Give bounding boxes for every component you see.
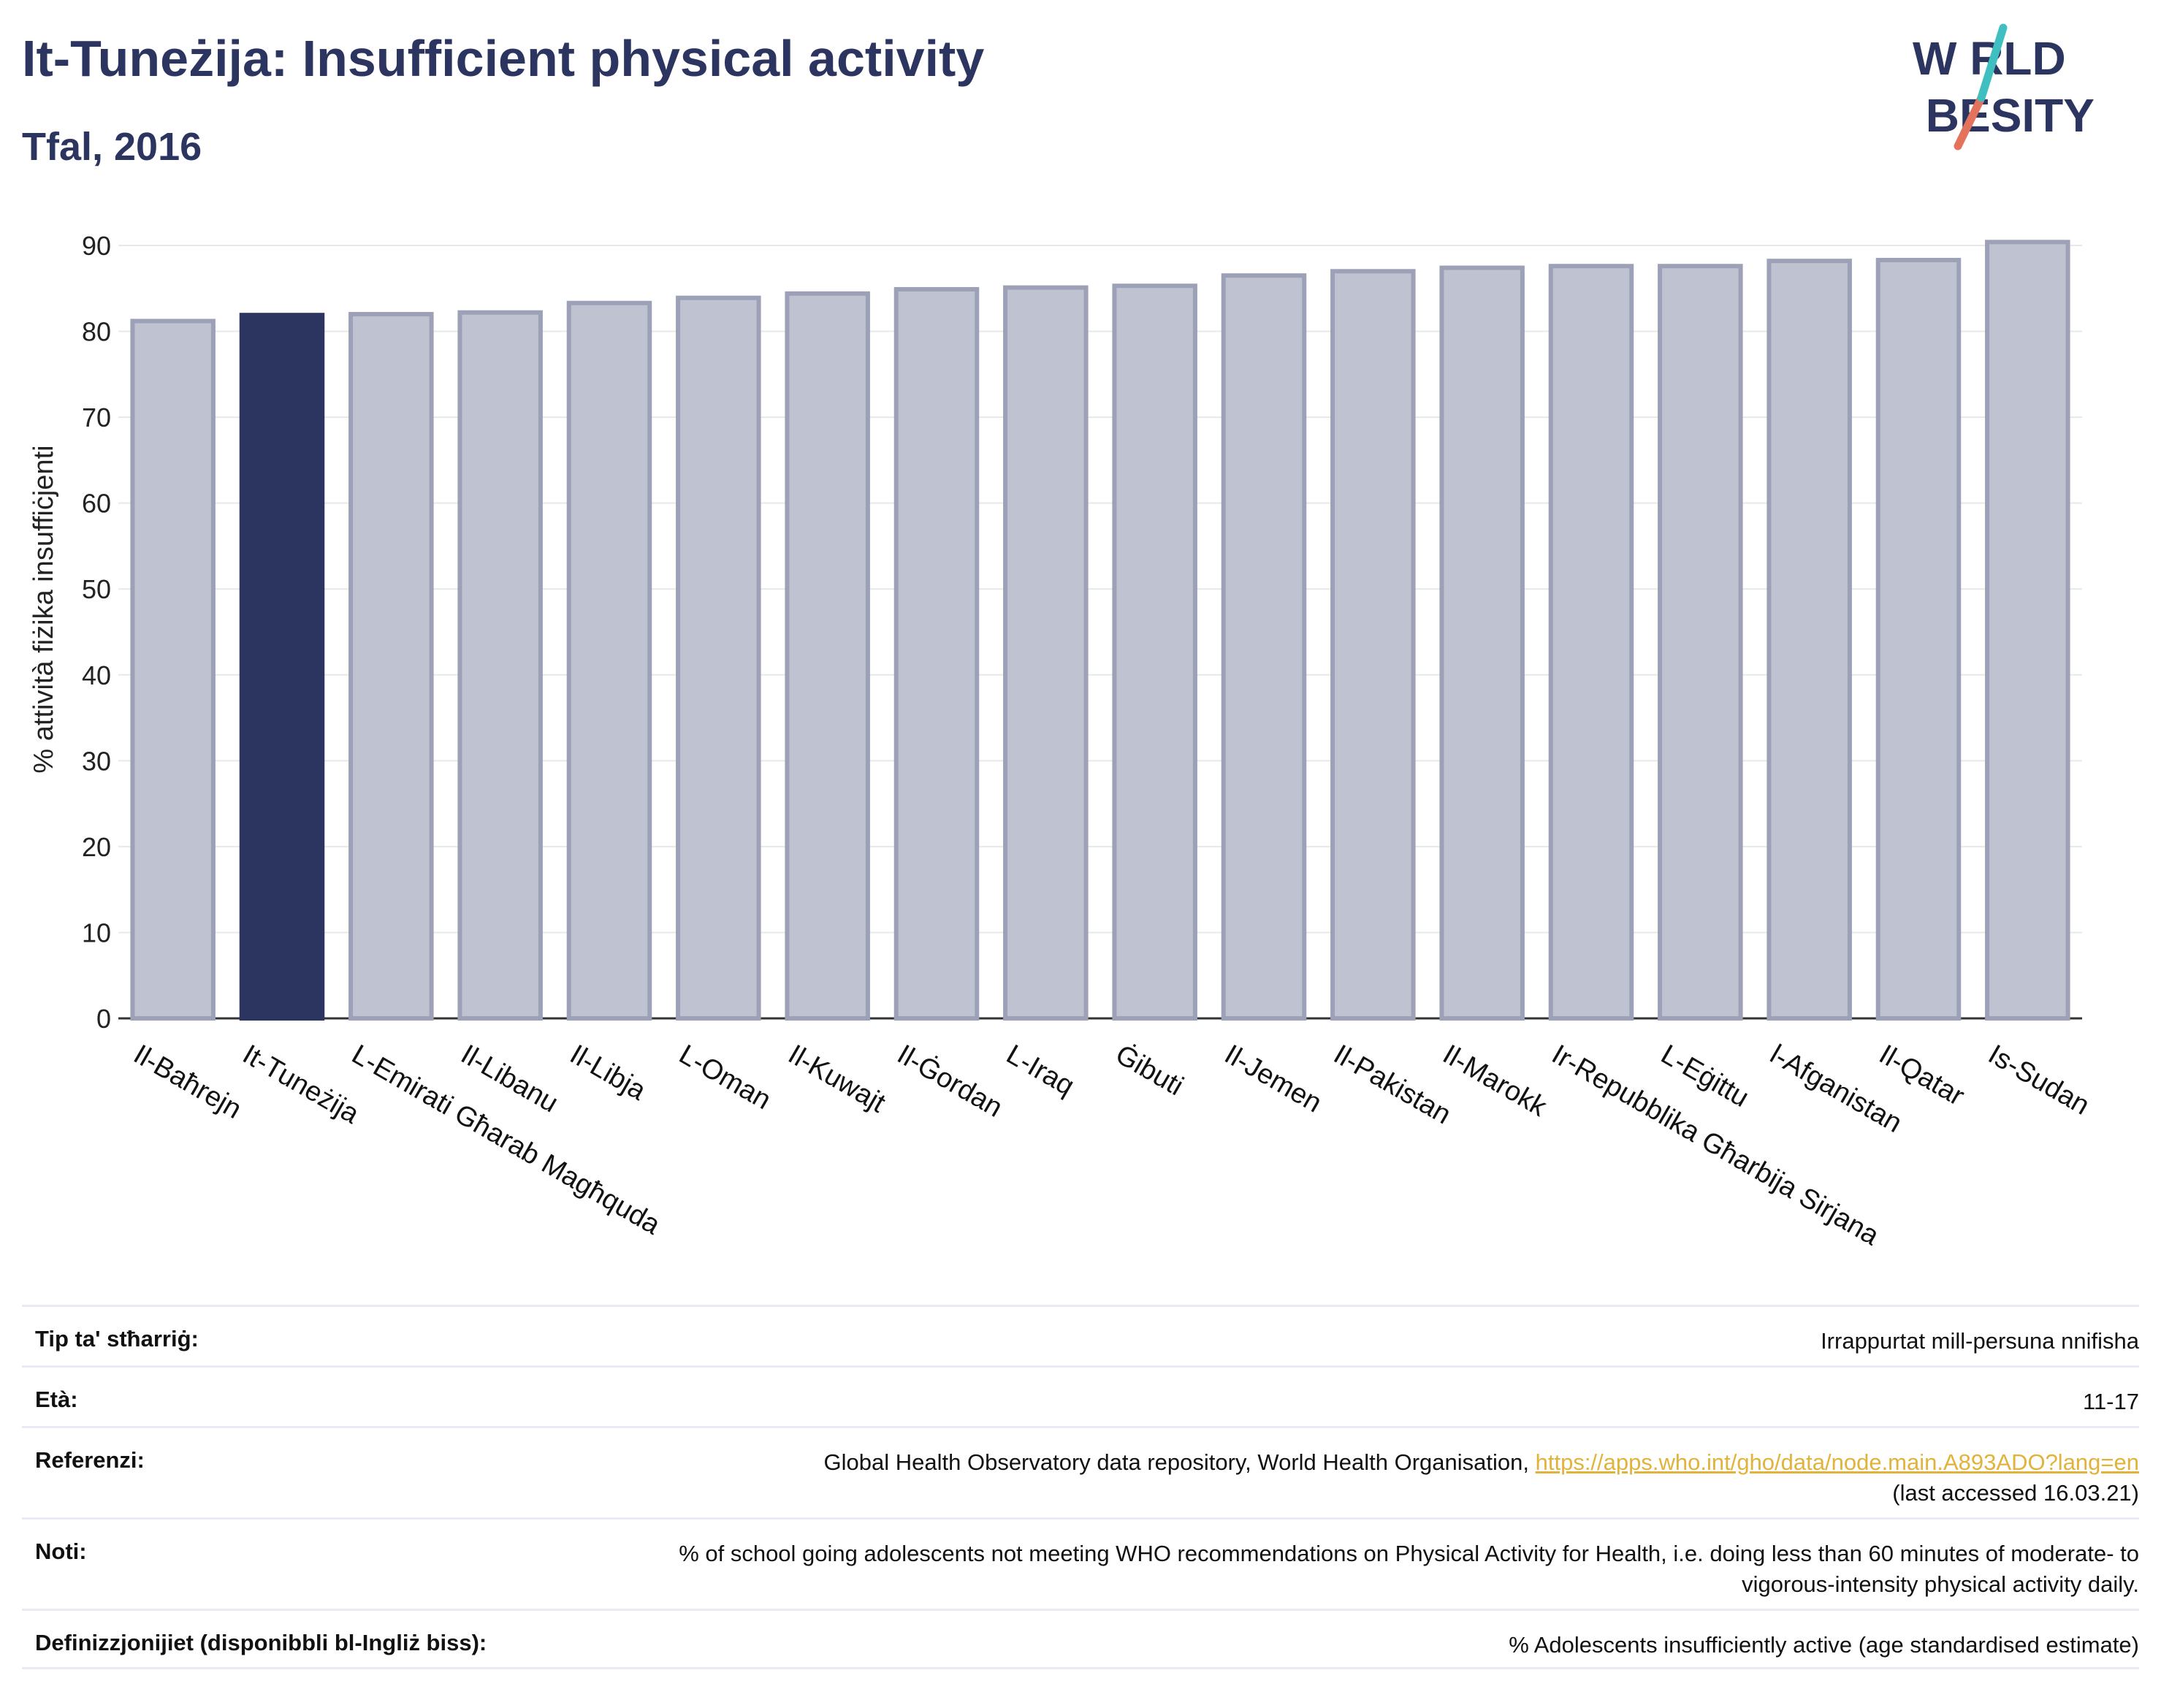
bar-1 [239,313,325,1021]
y-axis-label: % attività fiżika insuffiċjenti [28,445,59,773]
y-tick-label: 50 [82,574,111,604]
x-tick-label: Is-Sudan [1983,1039,2095,1121]
x-tick-label: Il-Marokk [1438,1039,1552,1123]
info-row-notes: Noti: % of school going adolescents not … [22,1517,2139,1609]
y-tick-label: 70 [82,403,111,432]
bar-12 [1439,265,1525,1021]
info-value: 11-17 [2083,1389,2139,1414]
bar-5 [676,295,761,1021]
x-tick-label: L-Iraq [1001,1039,1079,1102]
reference-text: Global Health Observatory data repositor… [823,1449,1536,1475]
y-tick-label: 10 [82,918,111,948]
bar-4 [566,300,652,1021]
bar-16 [1875,257,1962,1021]
bar-0 [130,319,216,1021]
bars [130,240,2070,1021]
x-tick-label: Il-Libja [565,1039,652,1107]
info-value: % of school going adolescents not meetin… [679,1541,2139,1597]
info-label: Età: [35,1387,78,1412]
logo-slash-teal [1977,23,2008,102]
x-tick-label: Il-Pakistan [1328,1039,1456,1130]
x-tick-label: Il-Kuwajt [783,1039,891,1118]
logo-slash-red [1954,94,1986,150]
info-table: Tip ta' stħarriġ: Irrappurtat mill-persu… [22,1305,2139,1669]
info-row-age: Età: 11-17 [22,1365,2139,1426]
info-value: Irrappurtat mill-persuna nnifisha [1821,1328,2139,1354]
world-obesity-logo: W RLD BESITY [1913,23,2095,150]
info-row-references: Referenzi: Global Health Observatory dat… [22,1426,2139,1517]
x-tick-label: It-Tuneżija [237,1039,365,1130]
bar-13 [1548,264,1634,1021]
reference-accessed: (last accessed 16.03.21) [1892,1480,2139,1506]
grid-lines [118,245,2082,934]
bar-9 [1112,283,1197,1021]
y-tick-label: 80 [82,317,111,347]
x-tick-label: Il-Baħrejn [129,1039,247,1125]
chart-title: It-Tuneżija: Insufficient physical activ… [22,30,985,87]
reference-link[interactable]: https://apps.who.int/gho/data/node.main.… [1535,1449,2139,1475]
info-row-definitions: Definizzjonijiet (disponibbli bl-Ingliż … [22,1609,2139,1669]
info-label: Noti: [35,1539,87,1564]
bar-15 [1766,259,1852,1021]
y-tick-label: 0 [96,1004,111,1034]
x-tick-label: Ġibuti [1110,1038,1189,1102]
y-tick-label: 30 [82,746,111,776]
info-value: Global Health Observatory data repositor… [824,1447,2139,1509]
y-tick-label: 90 [82,231,111,261]
bar-17 [1985,240,2070,1021]
info-label: Definizzjonijiet (disponibbli bl-Ingliż … [35,1630,487,1655]
bar-chart: 0 10 20 30 40 50 60 70 80 90 Il-BaħrejnIt-Tuneżij… [28,231,2095,1252]
y-axis: 0 10 20 30 40 50 60 70 80 90 [82,231,2082,1034]
info-value: % Adolescents insufficiently active (age… [1509,1632,2139,1658]
chart-subtitle: Tfal, 2016 [22,125,202,169]
bar-6 [785,291,870,1021]
bar-7 [893,286,980,1021]
x-tick-label: Il-Jemen [1219,1039,1327,1118]
info-row-survey-type: Tip ta' stħarriġ: Irrappurtat mill-persu… [22,1305,2139,1365]
bar-11 [1330,269,1416,1021]
bar-3 [457,310,543,1021]
y-tick-label: 20 [82,832,111,862]
x-tick-label: Il-Ġordan [892,1038,1008,1124]
bar-8 [1003,285,1089,1021]
bar-14 [1658,264,1743,1021]
info-label: Tip ta' stħarriġ: [35,1326,199,1351]
info-label: Referenzi: [35,1447,145,1473]
y-tick-label: 60 [82,489,111,519]
logo-line-2: BESITY [1913,89,2095,142]
bar-10 [1221,273,1307,1021]
bar-2 [348,312,434,1021]
x-tick-label: L-Oman [674,1039,776,1116]
y-tick-label: 40 [82,660,111,690]
